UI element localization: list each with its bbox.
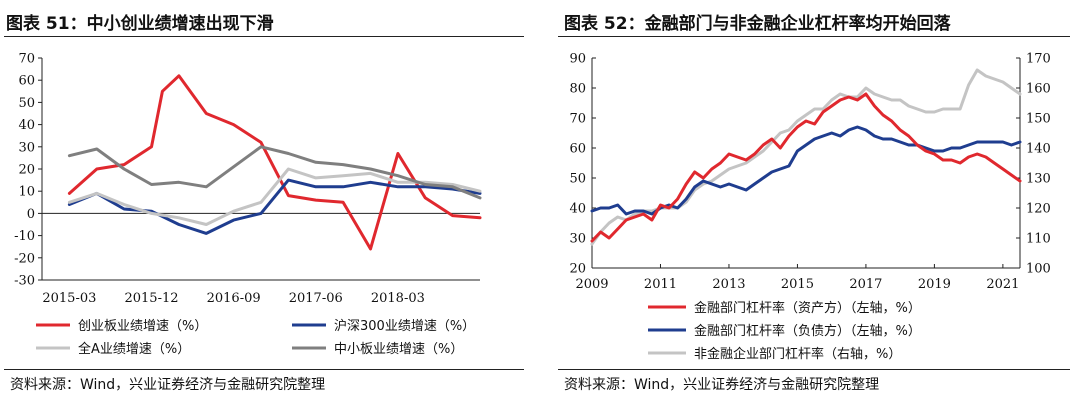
right-right-y-tick-label: 150: [1026, 112, 1051, 127]
left-series-line-3: [67, 167, 482, 226]
left-y-tick-label: 30: [18, 140, 35, 155]
right-source-rule: [558, 369, 1070, 370]
left-legend-label: 沪深300业绩增速（%）: [334, 318, 475, 334]
left-y-tick-label: 70: [18, 52, 35, 67]
right-legend-label: 非金融企业部门杠杆率（右轴，%）: [694, 346, 901, 362]
left-x-tick-label: 2016-09: [207, 291, 261, 306]
right-left-y-tick-label: 70: [569, 112, 586, 127]
left-y-tick-label: 60: [18, 74, 35, 89]
left-x-tick-label: 2017-06: [289, 291, 343, 306]
right-x-tick-label: 2011: [644, 277, 677, 292]
right-right-y-tick-label: 160: [1026, 82, 1051, 97]
right-source-note: 资料来源：Wind，兴业证券经济与金融研究院整理: [564, 377, 880, 393]
left-source-rule: [4, 369, 524, 370]
right-series-line-2: [590, 125, 1022, 216]
right-right-y-tick-label: 140: [1026, 142, 1051, 157]
right-x-tick-label: 2009: [575, 277, 608, 292]
right-chart-title: 图表 52：金融部门与非金融企业杠杆率均开始回落: [564, 14, 951, 34]
left-title-rule: [4, 36, 524, 37]
left-legend-label: 创业板业绩增速（%）: [78, 319, 207, 334]
right-left-y-tick-label: 90: [569, 52, 586, 67]
right-series-line-1: [590, 92, 1022, 243]
left-legend-label: 全A业绩增速（%）: [78, 341, 190, 357]
left-x-tick-label: 2015-12: [124, 291, 178, 306]
right-left-y-tick-label: 40: [569, 202, 586, 217]
right-x-tick-label: 2017: [849, 277, 882, 292]
right-x-tick-label: 2019: [918, 277, 951, 292]
left-series-line-1: [67, 74, 482, 251]
left-series-line-4: [67, 145, 482, 200]
left-legend-label: 中小板业绩增速（%）: [334, 342, 463, 357]
left-chart: -30 -20 -10 0 10 20 30 40 50 60 70 2015-03 2015-12 20…: [14, 52, 482, 357]
left-y-tick-label: 0: [27, 207, 35, 222]
left-x-tick-label: 2018-03: [371, 291, 425, 306]
right-right-y-tick-label: 110: [1026, 232, 1051, 247]
left-y-tick-label: 10: [18, 185, 35, 200]
left-y-tick-label: -30: [14, 274, 35, 289]
right-right-y-tick-label: 100: [1026, 262, 1051, 277]
right-series-line-3: [590, 68, 1022, 246]
left-y-tick-label: 20: [18, 163, 35, 178]
right-left-y-tick-label: 30: [569, 232, 586, 247]
right-x-tick-label: 2013: [712, 277, 745, 292]
right-left-y-tick-label: 50: [569, 172, 586, 187]
right-chart: 20 30 40 50 60 70 80 90 100 110 120 130 140 150 160 170…: [569, 52, 1051, 363]
left-x-tick-label: 2015-03: [42, 291, 96, 306]
left-source-note: 资料来源：Wind，兴业证券经济与金融研究院整理: [10, 377, 326, 393]
right-x-tick-label: 2021: [986, 277, 1019, 292]
right-right-y-tick-label: 130: [1026, 172, 1051, 187]
right-left-y-tick-label: 60: [569, 142, 586, 157]
right-left-y-tick-label: 20: [569, 262, 586, 277]
left-y-tick-label: 40: [18, 118, 35, 133]
right-x-tick-label: 2015: [781, 277, 814, 292]
right-left-y-tick-label: 80: [569, 82, 586, 97]
left-y-tick-label: -20: [14, 251, 35, 266]
left-chart-title: 图表 51：中小创业绩增速出现下滑: [6, 14, 274, 34]
left-y-tick-label: 50: [18, 96, 35, 111]
right-right-y-tick-label: 170: [1026, 52, 1051, 67]
right-right-y-tick-label: 120: [1026, 202, 1051, 217]
left-y-tick-label: -10: [14, 229, 35, 244]
right-legend-label: 金融部门杠杆率（负债方）（左轴，%）: [694, 323, 921, 339]
right-legend-label: 金融部门杠杆率（资产方）（左轴，%）: [694, 300, 921, 316]
right-title-rule: [558, 36, 1070, 37]
